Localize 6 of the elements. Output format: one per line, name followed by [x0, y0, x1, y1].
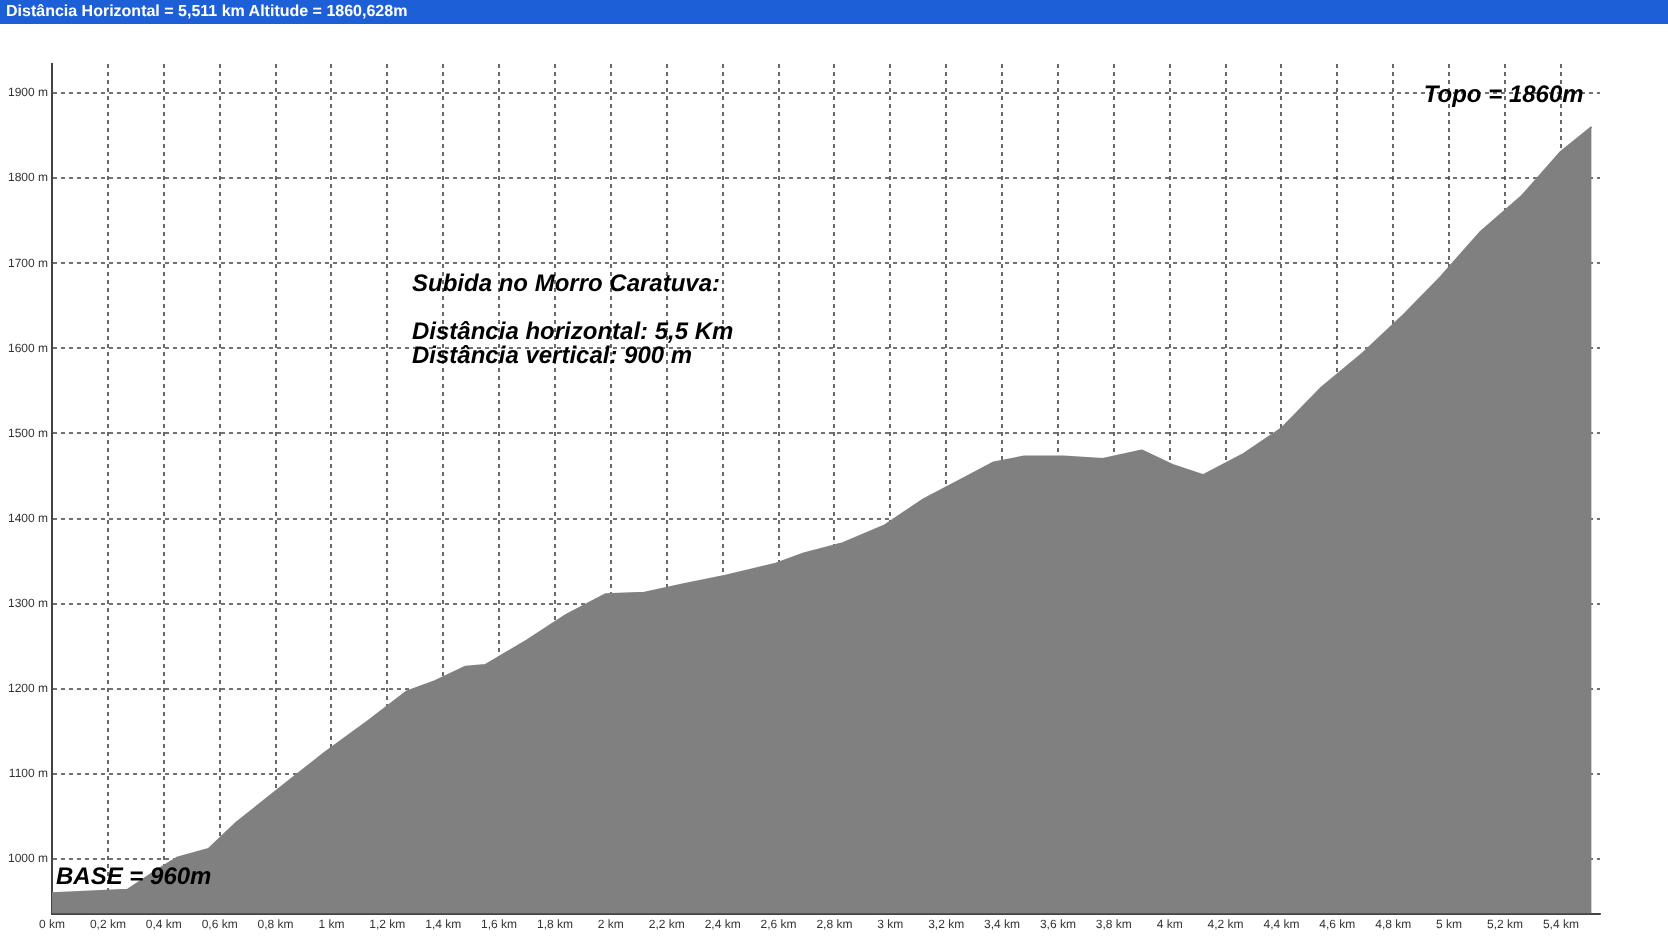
- annotation: Distância vertical: 900 m: [412, 340, 693, 369]
- annotation: Subida no Morro Caratuva:: [412, 268, 721, 297]
- annotation: Distância horizontal: 5,5 Km: [412, 316, 735, 345]
- annotation: BASE = 960m: [56, 861, 213, 890]
- chart-title: Distância Horizontal = 5,511 km Altitude = 1860,628m: [0, 0, 1668, 24]
- annotation: Topo = 1860m: [1423, 79, 1585, 108]
